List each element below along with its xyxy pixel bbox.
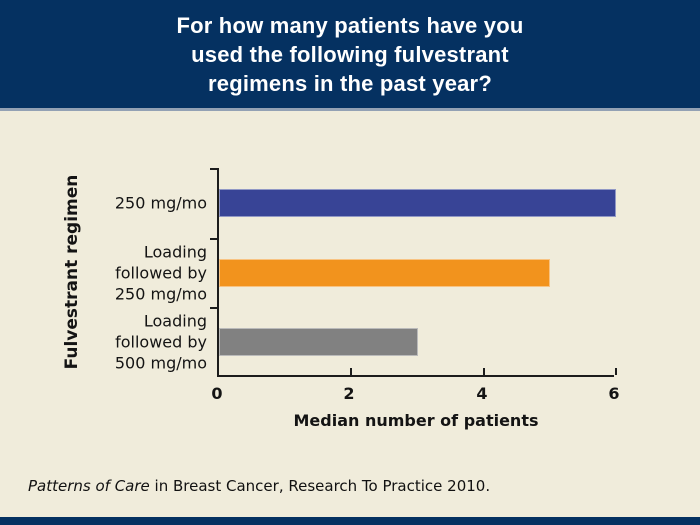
x-tick-label-2: 2 bbox=[343, 384, 355, 403]
source-citation-rest: in Breast Cancer, Research To Practice 2… bbox=[149, 477, 491, 495]
x-axis-title: Median number of patients bbox=[293, 411, 539, 430]
slide-title-line-1: For how many patients have you bbox=[176, 12, 524, 38]
bottom-banner bbox=[0, 517, 700, 525]
chart-bar-2 bbox=[219, 258, 550, 287]
slide-title: For how many patients have you used the … bbox=[176, 11, 523, 98]
category-label-3: Loading followed by 500 mg/mo bbox=[114, 311, 207, 373]
title-banner: For how many patients have you used the … bbox=[0, 0, 700, 111]
category-labels: 250 mg/mo Loading followed by 250 mg/mo Lo… bbox=[0, 168, 207, 377]
x-axis-tick bbox=[483, 368, 485, 375]
category-label-1: 250 mg/mo bbox=[114, 193, 207, 213]
x-axis-tick bbox=[615, 368, 617, 375]
y-axis-tick bbox=[210, 307, 217, 309]
category-label-2: Loading followed by 250 mg/mo bbox=[114, 242, 207, 304]
x-axis-tick-labels: 0 2 4 6 bbox=[211, 384, 619, 404]
x-tick-label-6: 6 bbox=[608, 384, 620, 403]
slide-title-line-3: regimens in the past year? bbox=[208, 70, 492, 96]
x-tick-label-4: 4 bbox=[476, 384, 488, 403]
chart-bar-3 bbox=[219, 328, 418, 357]
source-citation-italic: Patterns of Care bbox=[28, 477, 150, 495]
x-axis-tick bbox=[350, 368, 352, 375]
source-citation: Patterns of Care in Breast Cancer, Resea… bbox=[28, 477, 678, 495]
slide-title-line-2: used the following fulvestrant bbox=[191, 41, 509, 67]
y-axis-tick bbox=[210, 168, 217, 170]
plot-area bbox=[210, 168, 617, 377]
y-axis-tick bbox=[210, 238, 217, 240]
chart-bar-1 bbox=[219, 188, 616, 217]
x-tick-label-0: 0 bbox=[211, 384, 223, 403]
